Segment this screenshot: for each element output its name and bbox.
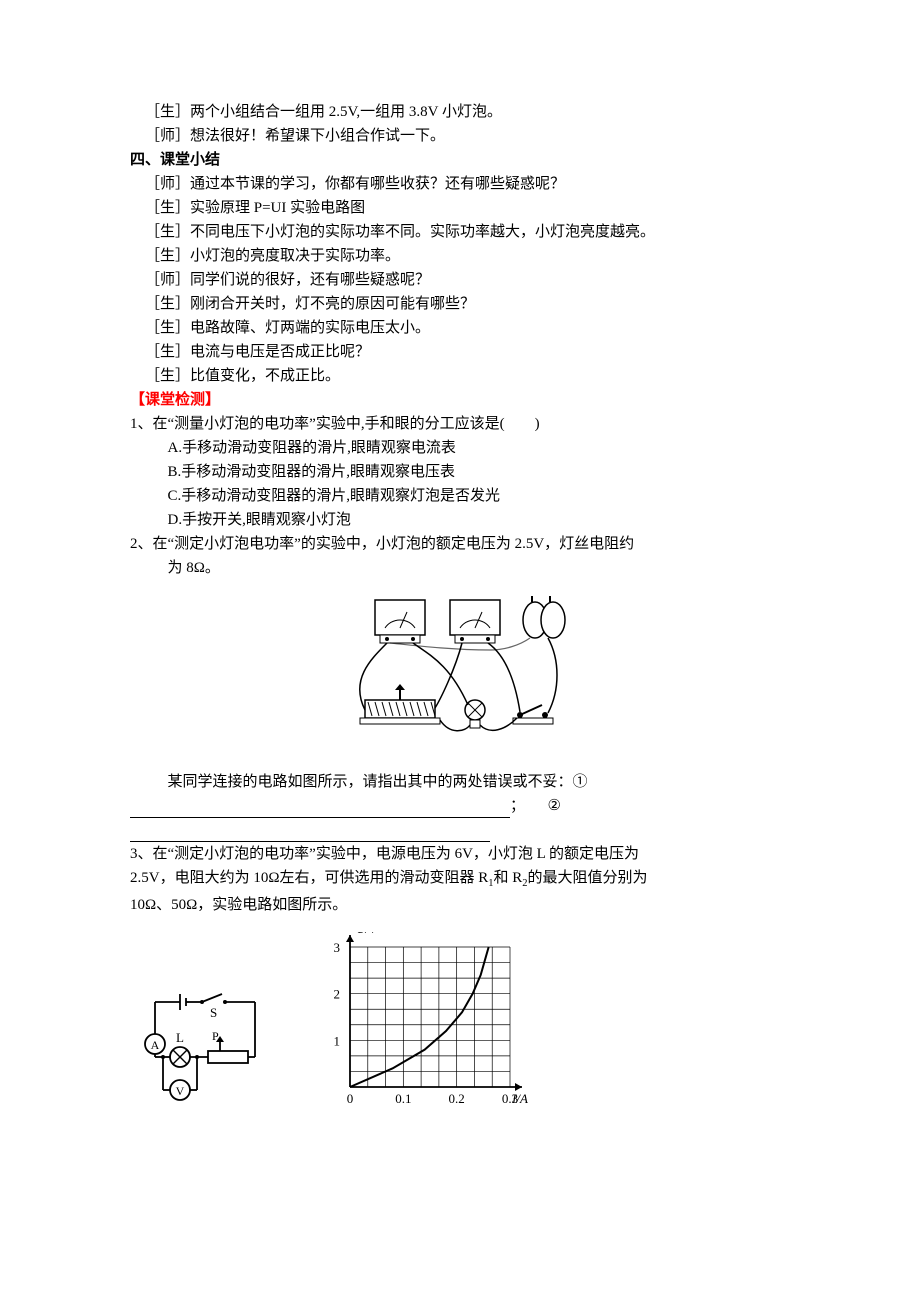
test-title: 【课堂检测】 [130,388,790,412]
q3-line2: 2.5V，电阻大约为 10Ω左右，可供选用的滑动变阻器 R1和 R2的最大阻值分… [130,866,790,893]
circuit-photo-diagram [320,590,600,760]
svg-text:2: 2 [334,986,341,1001]
svg-text:A: A [151,1038,160,1052]
q2-stem-b: 为 8Ω。 [130,556,790,580]
svg-text:0: 0 [347,1091,354,1106]
dialogue-line: ［师］通过本节课的学习，你都有哪些收获？还有哪些疑惑呢？ [130,172,790,196]
svg-text:P: P [212,1029,219,1043]
svg-text:0.2: 0.2 [449,1091,465,1106]
svg-text:L: L [176,1030,184,1045]
q3-line3: 10Ω、50Ω，实验电路如图所示。 [130,893,790,917]
q1-option-b: B.手移动滑动变阻器的滑片,眼睛观察电压表 [130,460,790,484]
svg-text:1: 1 [334,1033,341,1048]
q3-l2-b: 和 R [494,870,523,886]
q1-stem: 1、在“测量小灯泡的电功率”实验中,手和眼的分工应该是( ) [130,412,790,436]
svg-text:I/A: I/A [511,1091,528,1106]
q3-line1: 3、在“测定小灯泡的电功率”实验中，电源电压为 6V，小灯泡 L 的额定电压为 [130,842,790,866]
section-title: 四、课堂小结 [130,148,790,172]
dialogue-line: ［生］电路故障、灯两端的实际电压太小。 [130,316,790,340]
dialogue-line: ［生］电流与电压是否成正比呢？ [130,340,790,364]
blank-underline [130,824,490,842]
dialogue-line: ［生］两个小组结合一组用 2.5V,一组用 3.8V 小灯泡。 [130,100,790,124]
q2-blank-line-2 [130,818,790,842]
q3-l2-a: 2.5V，电阻大约为 10Ω左右，可供选用的滑动变阻器 R [130,870,488,886]
q2-after-text: 某同学连接的电路如图所示，请指出其中的两处错误或不妥：① [168,774,588,790]
q2-blank-line-1: ； ② [130,794,790,818]
svg-text:U/V: U/V [356,932,379,936]
dialogue-line: ［生］不同电压下小灯泡的实际功率不同。实际功率越大，小灯泡亮度越亮。 [130,220,790,244]
blank-underline [130,800,510,818]
svg-text:0.1: 0.1 [395,1091,411,1106]
dialogue-line: ［生］刚闭合开关时，灯不亮的原因可能有哪些？ [130,292,790,316]
dialogue-line: ［师］同学们说的很好，还有哪些疑惑呢？ [130,268,790,292]
q1-option-d: D.手按开关,眼睛观察小灯泡 [130,508,790,532]
dialogue-line: ［师］想法很好！希望课下小组合作试一下。 [130,124,790,148]
q2-stem-a: 2、在“测定小灯泡电功率”的实验中，小灯泡的额定电压为 2.5V，灯丝电阻约 [130,532,790,556]
dialogue-line: ［生］实验原理 P=UI 实验电路图 [130,196,790,220]
q3-l2-c: 的最大阻值分别为 [528,870,648,886]
circuit-schematic: S A L P V [130,982,270,1112]
dialogue-line: ［生］比值变化，不成正比。 [130,364,790,388]
q2-after-image: 某同学连接的电路如图所示，请指出其中的两处错误或不妥：① [130,770,790,794]
svg-text:S: S [210,1005,217,1020]
dialogue-line: ［生］小灯泡的亮度取决于实际功率。 [130,244,790,268]
svg-text:3: 3 [334,940,341,955]
uv-chart: 00.10.20.3123U/VI/A [310,932,540,1112]
svg-text:V: V [176,1084,185,1098]
q1-option-c: C.手移动滑动变阻器的滑片,眼睛观察灯泡是否发光 [130,484,790,508]
diagrams-row: SALPV 00.10.20.3123U/VI/A [130,932,790,1112]
q1-option-a: A.手移动滑动变阻器的滑片,眼睛观察电流表 [130,436,790,460]
circled-2: ② [548,794,561,818]
semicolon: ； [510,798,518,814]
